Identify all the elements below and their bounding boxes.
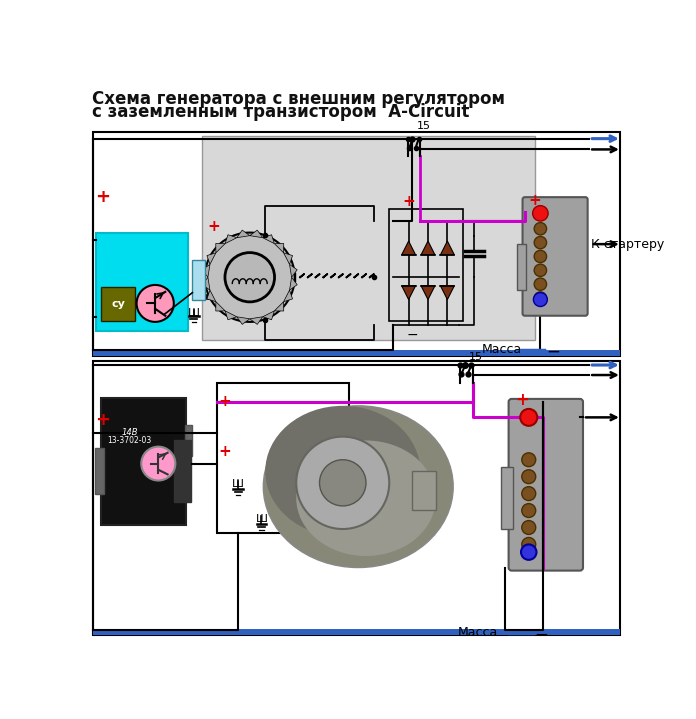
Text: Ш: Ш xyxy=(188,308,200,318)
Polygon shape xyxy=(250,230,262,238)
Bar xyxy=(174,441,191,502)
Polygon shape xyxy=(216,302,225,311)
Bar xyxy=(93,629,620,635)
Bar xyxy=(93,361,620,635)
Bar xyxy=(501,467,513,529)
Text: Масса: Масса xyxy=(482,343,523,356)
Polygon shape xyxy=(283,290,292,302)
Text: −: − xyxy=(406,328,418,342)
Text: +: + xyxy=(95,411,110,429)
Circle shape xyxy=(141,446,175,480)
FancyBboxPatch shape xyxy=(523,197,587,316)
Bar xyxy=(389,209,463,321)
Circle shape xyxy=(520,409,537,426)
Circle shape xyxy=(522,538,536,551)
Polygon shape xyxy=(262,311,274,320)
Text: +: + xyxy=(529,193,541,208)
Circle shape xyxy=(522,487,536,500)
Polygon shape xyxy=(421,241,435,255)
Ellipse shape xyxy=(263,406,453,567)
Polygon shape xyxy=(262,234,274,244)
Bar xyxy=(93,132,620,356)
Circle shape xyxy=(522,521,536,534)
Polygon shape xyxy=(290,278,297,290)
Text: +: + xyxy=(207,219,220,234)
Circle shape xyxy=(319,459,366,506)
Text: К стартеру: К стартеру xyxy=(591,238,664,251)
Text: 13-3702-03: 13-3702-03 xyxy=(107,436,152,445)
Polygon shape xyxy=(402,285,416,300)
Polygon shape xyxy=(283,253,292,265)
Circle shape xyxy=(296,436,389,529)
Text: 15: 15 xyxy=(469,352,483,362)
Circle shape xyxy=(522,503,536,518)
Polygon shape xyxy=(207,253,216,265)
Polygon shape xyxy=(207,290,216,302)
Text: Масса: Масса xyxy=(457,626,498,639)
Text: +: + xyxy=(95,188,110,206)
Circle shape xyxy=(534,278,546,290)
Text: +: + xyxy=(219,444,232,459)
Circle shape xyxy=(522,470,536,484)
Circle shape xyxy=(534,292,546,304)
Polygon shape xyxy=(203,265,210,278)
Text: Ш: Ш xyxy=(255,513,267,523)
Polygon shape xyxy=(203,278,210,290)
FancyBboxPatch shape xyxy=(509,399,583,571)
Polygon shape xyxy=(237,230,250,238)
Bar xyxy=(101,398,187,525)
Text: −: − xyxy=(534,626,548,644)
Text: Ш: Ш xyxy=(232,479,244,489)
Circle shape xyxy=(534,237,546,249)
Circle shape xyxy=(521,544,537,560)
Polygon shape xyxy=(441,241,454,255)
Circle shape xyxy=(534,223,546,235)
Bar xyxy=(413,471,436,510)
Text: 14В: 14В xyxy=(121,429,138,437)
Bar xyxy=(184,425,192,456)
Bar xyxy=(217,383,349,533)
Bar xyxy=(96,232,188,331)
Circle shape xyxy=(136,285,174,322)
Circle shape xyxy=(534,264,546,277)
Circle shape xyxy=(522,453,536,467)
Text: +: + xyxy=(402,193,416,209)
Circle shape xyxy=(532,206,548,221)
Bar xyxy=(202,137,535,340)
Ellipse shape xyxy=(265,406,420,536)
Polygon shape xyxy=(274,244,284,253)
Bar xyxy=(192,260,205,301)
Polygon shape xyxy=(216,244,225,253)
Text: с заземленным транзистором  A-Circuit: с заземленным транзистором A-Circuit xyxy=(92,104,469,122)
Circle shape xyxy=(533,293,547,306)
Polygon shape xyxy=(274,302,284,311)
Text: Схема генератора с внешним регулятором: Схема генератора с внешним регулятором xyxy=(92,90,505,108)
Text: су: су xyxy=(111,299,125,309)
Text: +: + xyxy=(515,391,529,409)
Bar xyxy=(93,350,620,356)
Text: +: + xyxy=(219,394,232,409)
Bar xyxy=(101,288,135,321)
Polygon shape xyxy=(441,285,454,300)
Circle shape xyxy=(534,250,546,262)
Text: −: − xyxy=(546,343,560,361)
Bar xyxy=(95,448,104,495)
Ellipse shape xyxy=(296,441,436,556)
Circle shape xyxy=(225,252,274,302)
Polygon shape xyxy=(237,317,250,324)
Polygon shape xyxy=(402,241,416,255)
Polygon shape xyxy=(290,265,297,278)
Bar xyxy=(517,244,526,290)
Text: 15: 15 xyxy=(416,122,430,132)
Polygon shape xyxy=(225,311,237,320)
Circle shape xyxy=(205,232,294,322)
Polygon shape xyxy=(225,234,237,244)
Polygon shape xyxy=(421,285,435,300)
Polygon shape xyxy=(250,317,262,324)
